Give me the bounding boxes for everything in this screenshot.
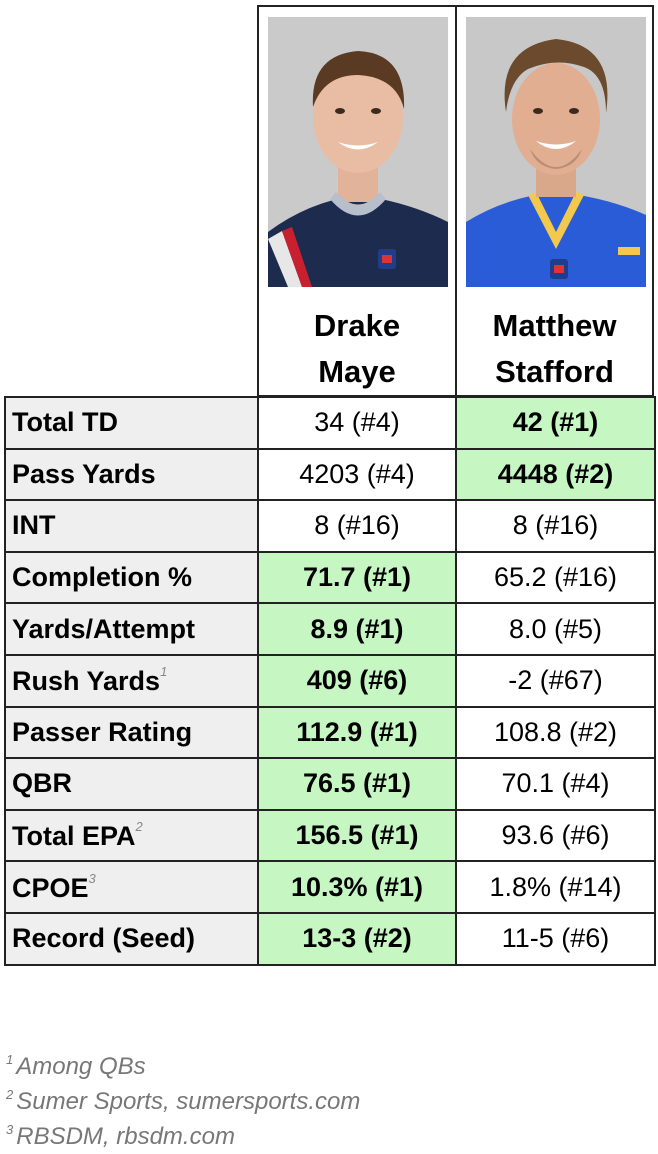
stat-value-stafford: 8.0 (#5) — [455, 602, 656, 656]
stat-value-maye: 112.9 (#1) — [257, 705, 457, 760]
table-row: INT 8 (#16) 8 (#16) — [4, 499, 656, 553]
stat-value-maye: 4203 (#4) — [257, 447, 457, 502]
stat-label-text: Rush Yards — [12, 666, 161, 697]
stat-label: QBR — [4, 757, 259, 811]
stat-value-stafford: 4448 (#2) — [455, 447, 656, 502]
stat-label: Total EPA2 — [4, 808, 259, 863]
table-row: Pass Yards 4203 (#4) 4448 (#2) — [4, 447, 656, 502]
stats-table: Total TD 34 (#4) 42 (#1) Pass Yards 4203 (#4… — [4, 396, 656, 966]
footnote-text: Among QBs — [16, 1053, 146, 1080]
stat-value-stafford: 8 (#16) — [455, 499, 656, 553]
footnote-text: RBSDM, rbsdm.com — [16, 1123, 235, 1150]
stat-value-maye: 76.5 (#1) — [257, 757, 457, 811]
table-row: Record (Seed) 13-3 (#2) 11-5 (#6) — [4, 911, 656, 966]
stat-label-text: CPOE — [12, 872, 89, 903]
stat-value-stafford: 93.6 (#6) — [455, 808, 656, 863]
stat-label: Total TD — [4, 396, 259, 450]
player-photo-stafford — [466, 17, 646, 287]
stat-value-maye: 10.3% (#1) — [257, 860, 457, 914]
footnote-number: 1 — [6, 1052, 14, 1067]
stat-label: Rush Yards1 — [4, 653, 259, 708]
stat-value-maye: 34 (#4) — [257, 396, 457, 450]
footnote-number: 3 — [6, 1122, 14, 1137]
stat-value-stafford: 70.1 (#4) — [455, 757, 656, 811]
footnote: 1 Among QBs — [6, 1042, 360, 1080]
player-first-name: Drake — [313, 308, 401, 343]
player-last-name: Maye — [318, 354, 396, 389]
stat-label-text: Total TD — [12, 407, 118, 438]
footnote: 2 Sumer Sports, sumersports.com — [6, 1077, 361, 1115]
table-row: Total TD 34 (#4) 42 (#1) — [4, 396, 656, 450]
table-row: Yards/Attempt 8.9 (#1) 8.0 (#5) — [4, 602, 656, 656]
footnote-marker: 3 — [88, 870, 96, 886]
table-row: CPOE3 10.3% (#1) 1.8% (#14) — [4, 860, 656, 914]
stat-label: Record (Seed) — [4, 911, 259, 966]
stat-label-text: Passer Rating — [12, 716, 193, 747]
table-row: QBR 76.5 (#1) 70.1 (#4) — [4, 757, 656, 811]
stat-label-text: INT — [12, 510, 56, 541]
stat-value-maye: 409 (#6) — [257, 653, 457, 708]
player-headshot-icon — [466, 17, 646, 287]
player-name-maye: Drake Maye — [259, 303, 455, 395]
stat-value-maye: 71.7 (#1) — [257, 550, 457, 605]
player-header-maye: Drake Maye — [257, 5, 457, 397]
stats-body: Total TD 34 (#4) 42 (#1) Pass Yards 4203 (#4… — [4, 396, 656, 966]
table-row: Completion % 71.7 (#1) 65.2 (#16) — [4, 550, 656, 605]
stat-label-text: Total EPA — [12, 821, 136, 852]
table-row: Rush Yards1 409 (#6) -2 (#67) — [4, 653, 656, 708]
player-first-name: Matthew — [492, 308, 617, 343]
stat-value-maye: 156.5 (#1) — [257, 808, 457, 863]
stat-label-text: QBR — [12, 768, 72, 799]
stat-value-stafford: 65.2 (#16) — [455, 550, 656, 605]
footnote-text: Sumer Sports, sumersports.com — [16, 1088, 361, 1115]
stat-label: Passer Rating — [4, 705, 259, 760]
stat-value-stafford: 108.8 (#2) — [455, 705, 656, 760]
table-row: Passer Rating 112.9 (#1) 108.8 (#2) — [4, 705, 656, 760]
footnotes: 1 Among QBs 2 Sumer Sports, sumersports.com… — [6, 1042, 361, 1150]
stat-label: INT — [4, 499, 259, 553]
stat-label: Pass Yards — [4, 447, 259, 502]
stat-value-stafford: 11-5 (#6) — [455, 911, 656, 966]
stat-value-maye: 8.9 (#1) — [257, 602, 457, 656]
stat-label-text: Yards/Attempt — [12, 613, 196, 644]
player-photo-maye — [268, 17, 448, 287]
stat-value-stafford: 42 (#1) — [455, 396, 656, 450]
footnote: 3 RBSDM, rbsdm.com — [6, 1112, 360, 1150]
footnote-marker: 1 — [160, 664, 168, 680]
stat-label-text: Record (Seed) — [12, 923, 196, 954]
table-row: Total EPA2 156.5 (#1) 93.6 (#6) — [4, 808, 656, 863]
stat-value-stafford: -2 (#67) — [455, 653, 656, 708]
stat-label: CPOE3 — [4, 860, 259, 914]
footnote-marker: 2 — [135, 819, 143, 835]
player-headshot-icon — [268, 17, 448, 287]
player-last-name: Stafford — [495, 354, 614, 389]
stat-value-maye: 8 (#16) — [257, 499, 457, 553]
stat-label: Completion % — [4, 550, 259, 605]
player-name-stafford: Matthew Stafford — [457, 303, 652, 395]
stat-value-maye: 13-3 (#2) — [257, 911, 457, 966]
footnote-number: 2 — [6, 1087, 14, 1102]
stat-label: Yards/Attempt — [4, 602, 259, 656]
stat-label-text: Completion % — [12, 562, 192, 593]
player-header-stafford: Matthew Stafford — [455, 5, 654, 397]
stat-label-text: Pass Yards — [12, 458, 156, 489]
stat-value-stafford: 1.8% (#14) — [455, 860, 656, 914]
